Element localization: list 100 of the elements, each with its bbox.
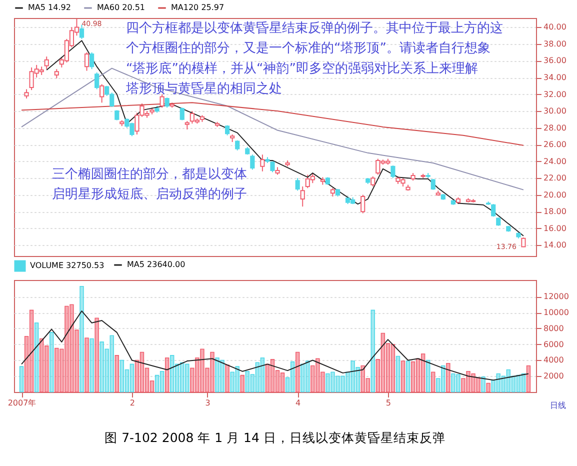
bar [175, 364, 180, 392]
bar [426, 360, 430, 392]
bar [60, 348, 64, 392]
candlestick [250, 154, 255, 170]
bar [140, 352, 144, 392]
bar [310, 365, 315, 392]
bar [50, 332, 54, 392]
bar [124, 369, 130, 392]
bar [90, 338, 94, 392]
bar [44, 346, 49, 392]
bar [410, 361, 416, 392]
bar [390, 344, 396, 392]
candlestick [370, 176, 376, 187]
bar [54, 348, 59, 392]
bar [170, 355, 174, 392]
bar [386, 343, 390, 392]
candlestick [94, 72, 100, 90]
bar [84, 338, 89, 392]
bar [100, 342, 104, 392]
legend-label: VOLUME 32750.53 [30, 261, 104, 270]
bar [64, 306, 69, 392]
bar [104, 348, 109, 392]
candlestick [491, 204, 496, 218]
candlestick [44, 56, 49, 70]
candlestick [360, 194, 366, 214]
bar [144, 368, 150, 392]
bar [74, 330, 79, 392]
bar [420, 353, 426, 392]
bar [526, 365, 531, 392]
bar [340, 376, 345, 392]
bar [230, 372, 234, 392]
y-tick-label: 34.00 [544, 73, 566, 82]
bar [210, 352, 214, 392]
bar [215, 357, 220, 392]
bar [19, 366, 24, 392]
candlestick [260, 154, 265, 172]
bar [320, 372, 325, 392]
bar [164, 357, 170, 392]
bar [466, 370, 470, 392]
bar [511, 376, 516, 392]
candlestick [300, 186, 305, 208]
bar [270, 359, 275, 392]
bar [180, 362, 184, 392]
bar [330, 372, 335, 392]
bar [506, 369, 511, 392]
bar [306, 360, 310, 392]
x-tick-label: 5 [386, 398, 391, 408]
bar [476, 377, 480, 392]
bar [416, 358, 420, 392]
bar [205, 368, 210, 392]
legend-label: MA5 14.92 [28, 3, 71, 12]
bar [134, 360, 140, 392]
bar [496, 373, 500, 392]
y-tick-label: 14.00 [544, 240, 566, 250]
bar [295, 352, 300, 392]
bar [160, 370, 164, 392]
bar [250, 374, 255, 392]
bar [396, 356, 400, 392]
bar [436, 378, 440, 392]
bar [34, 322, 39, 392]
y-tick-label: 32.00 [544, 90, 566, 99]
bar [326, 373, 330, 392]
bar [265, 364, 270, 392]
bar [130, 364, 134, 392]
y-tick-label: 24.00 [544, 156, 566, 166]
legend-label: MA5 23640.00 [127, 260, 186, 269]
line-series [21, 102, 524, 146]
bar [356, 366, 360, 392]
bar [29, 310, 34, 392]
bar [316, 358, 320, 392]
bar [235, 366, 240, 392]
y-tick-label: 28.00 [544, 123, 566, 132]
line-series [21, 310, 529, 381]
bar [275, 370, 280, 392]
legend-label: MA120 25.97 [171, 3, 224, 12]
bar [521, 373, 526, 392]
y-tick-label: 18.00 [544, 207, 566, 216]
bar [39, 338, 44, 392]
bar [501, 376, 506, 392]
y-tick-label: 4000 [544, 356, 564, 365]
x-tick-label: 4 [296, 398, 301, 408]
bar [441, 365, 446, 392]
bar [471, 373, 476, 392]
y-tick-label: 2000 [544, 372, 564, 381]
caption: 图 7-102 2008 年 1 月 14 日，日线以变体黄昏星结束反弹 [104, 430, 446, 445]
y-tick-label: 12000 [544, 292, 569, 302]
y-tick-label: 8000 [544, 324, 564, 333]
x-tick-label: 2007年 [8, 398, 36, 408]
y-tick-label: 10000 [544, 308, 569, 318]
bar [431, 372, 436, 392]
bar [366, 378, 370, 392]
candlestick [164, 97, 170, 108]
annotation: 三个椭圆圈住的部分，都是以变体启明星形成短底、启动反弹的例子 [52, 167, 247, 202]
bar [94, 318, 99, 392]
y-tick-label: 22.00 [544, 174, 566, 183]
bar [336, 376, 340, 392]
bar [481, 376, 486, 392]
bar [240, 374, 244, 392]
bar [114, 355, 119, 392]
bar [200, 348, 204, 392]
